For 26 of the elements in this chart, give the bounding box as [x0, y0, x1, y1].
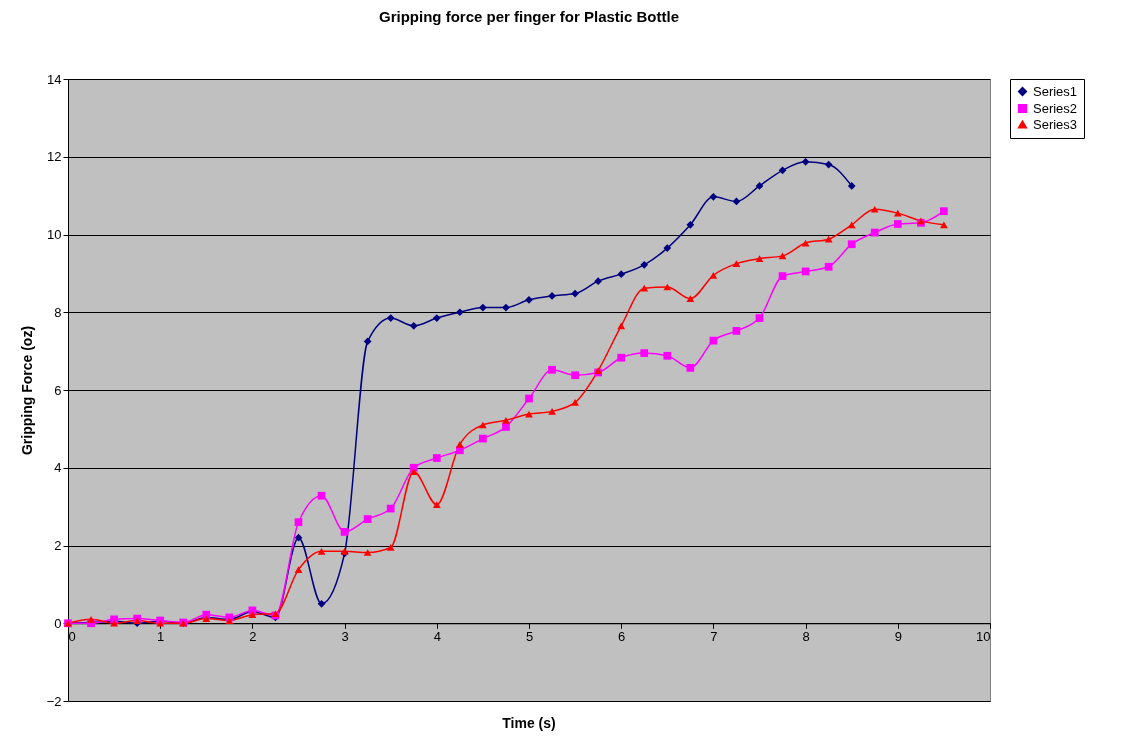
x-tick-label: 5 [525, 628, 534, 644]
y-tick-label: 8 [54, 304, 62, 320]
y-tick-label: 12 [47, 149, 62, 165]
y-tick-label: 10 [47, 227, 62, 242]
x-tick-label: 8 [802, 628, 810, 644]
x-tick-label: 0 [68, 628, 76, 644]
x-tick-label: 4 [433, 628, 441, 644]
legend-label: Series1 [1033, 83, 1078, 99]
y-axis-title: Gripping Force (oz) [18, 325, 35, 456]
x-tick-label: 7 [710, 628, 718, 644]
y-tick-label: 14 [47, 71, 62, 87]
y-tick-label: 4 [54, 460, 62, 476]
x-axis-title: Time (s) [502, 715, 556, 731]
chart-title: Gripping force per finger for Plastic Bottle [378, 8, 680, 25]
legend-label: Series3 [1033, 116, 1078, 132]
y-tick-label: 6 [54, 382, 62, 398]
x-tick-label: 9 [894, 628, 902, 644]
legend-label: Series2 [1033, 100, 1078, 116]
x-tick-label: 1 [157, 628, 165, 644]
x-tick-label: 2 [249, 628, 257, 644]
x-tick-label: 3 [341, 628, 349, 644]
y-tick-label: −2 [46, 693, 62, 709]
y-tick-label: 0 [54, 615, 62, 631]
y-tick-label: 2 [54, 538, 62, 553]
x-tick-label: 10 [976, 628, 991, 644]
x-tick-label: 6 [618, 628, 626, 644]
